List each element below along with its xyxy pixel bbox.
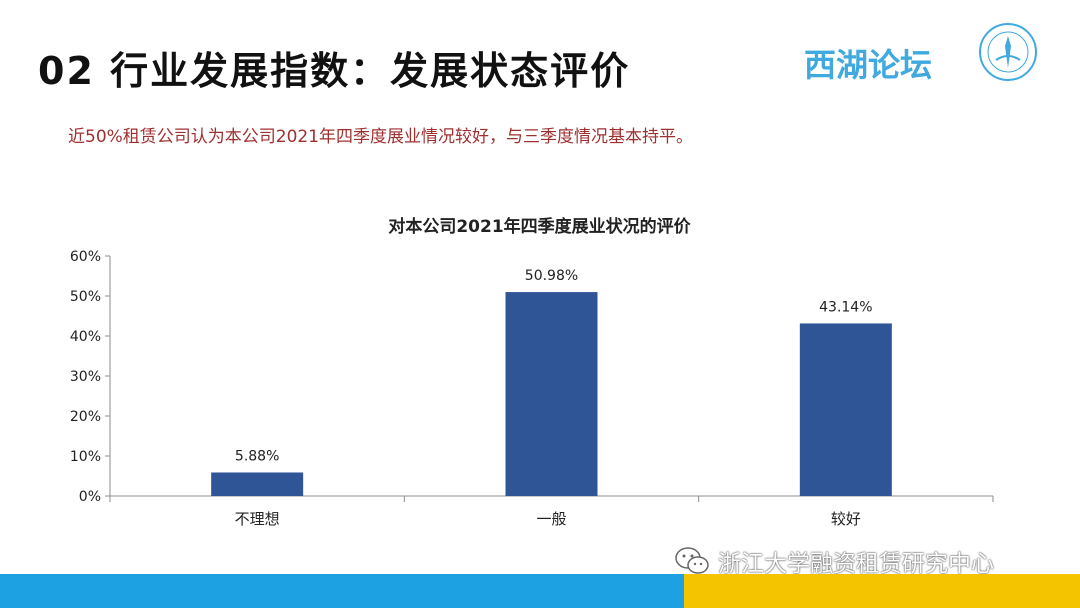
y-tick-label: 40% [70,329,101,345]
y-tick-label: 50% [70,289,101,305]
data-label: 50.98% [525,268,578,284]
data-label: 5.88% [235,448,279,464]
data-label: 43.14% [819,299,872,315]
y-tick-label: 0% [79,489,101,505]
footer-strip-yellow [684,574,1080,608]
slide-title: 02 行业发展指数：发展状态评价 [38,49,631,93]
bar [211,472,304,496]
x-tick-label: 一般 [536,510,566,528]
chart-title: 对本公司2021年四季度展业状况的评价 [388,216,691,237]
y-tick-label: 10% [70,449,101,465]
bar [799,323,892,496]
x-tick-label: 不理想 [235,510,280,528]
emblem-seal-icon [979,23,1037,81]
y-tick-label: 60% [70,249,101,265]
y-tick-label: 20% [70,409,101,425]
y-tick-label: 30% [70,369,101,385]
footer-strip-blue [0,574,684,608]
bar [505,292,598,496]
wechat-icon [675,547,709,574]
watermark-text: 浙江大学融资租赁研究中心 [718,551,994,577]
subtitle-text: 近50%租赁公司认为本公司2021年四季度展业情况较好，与三季度情况基本持平。 [68,127,694,147]
watermark: 浙江大学融资租赁研究中心 [674,545,994,577]
brand-logo-text: 西湖论坛 [804,46,933,84]
x-tick-label: 较好 [831,510,861,528]
